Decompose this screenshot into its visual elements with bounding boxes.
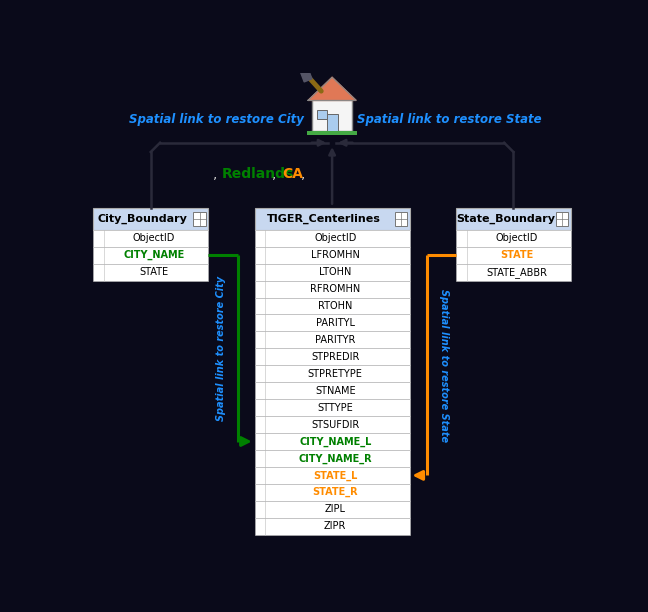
Text: Spatial link to restore City: Spatial link to restore City [216, 276, 226, 421]
Text: STPRETYPE: STPRETYPE [308, 369, 363, 379]
FancyBboxPatch shape [93, 208, 208, 230]
Text: ObjectID: ObjectID [495, 233, 538, 243]
Text: STTYPE: STTYPE [318, 403, 353, 412]
FancyBboxPatch shape [255, 484, 410, 501]
Text: STATE_ABBR: STATE_ABBR [486, 267, 547, 278]
FancyBboxPatch shape [456, 264, 571, 280]
Text: Spatial link to restore State: Spatial link to restore State [357, 113, 542, 126]
Text: STPREDIR: STPREDIR [311, 352, 360, 362]
Text: State_Boundary: State_Boundary [456, 214, 555, 224]
FancyBboxPatch shape [255, 230, 410, 247]
FancyBboxPatch shape [255, 399, 410, 416]
Text: RFROMHN: RFROMHN [310, 284, 360, 294]
Text: CITY_NAME: CITY_NAME [123, 250, 185, 260]
Text: CITY_NAME_L: CITY_NAME_L [299, 436, 371, 447]
FancyBboxPatch shape [255, 518, 410, 535]
FancyBboxPatch shape [255, 348, 410, 365]
FancyBboxPatch shape [456, 208, 571, 230]
Text: STATE_L: STATE_L [313, 470, 358, 480]
FancyBboxPatch shape [255, 208, 410, 230]
Text: City_Boundary: City_Boundary [98, 214, 187, 224]
FancyBboxPatch shape [93, 247, 208, 264]
Polygon shape [308, 77, 356, 100]
Text: ZIPR: ZIPR [324, 521, 347, 531]
Text: PARITYR: PARITYR [315, 335, 355, 345]
FancyBboxPatch shape [255, 264, 410, 280]
Text: ZIPL: ZIPL [325, 504, 345, 514]
Text: STATE_R: STATE_R [312, 487, 358, 498]
FancyBboxPatch shape [395, 212, 408, 226]
FancyBboxPatch shape [456, 230, 571, 247]
FancyBboxPatch shape [255, 247, 410, 264]
FancyBboxPatch shape [255, 297, 410, 315]
Text: LTOHN: LTOHN [319, 267, 351, 277]
Text: ,: , [272, 166, 281, 181]
Text: Spatial link to restore State: Spatial link to restore State [439, 289, 448, 442]
FancyBboxPatch shape [255, 365, 410, 382]
FancyBboxPatch shape [255, 416, 410, 433]
Text: Spatial link to restore City: Spatial link to restore City [129, 113, 304, 126]
FancyBboxPatch shape [456, 247, 571, 264]
Text: STSUFDIR: STSUFDIR [311, 420, 360, 430]
Text: STNAME: STNAME [315, 386, 356, 396]
Text: CITY_NAME_R: CITY_NAME_R [298, 453, 372, 463]
Text: TIGER_Centerlines: TIGER_Centerlines [267, 214, 381, 224]
FancyBboxPatch shape [93, 230, 208, 247]
Text: PARITYL: PARITYL [316, 318, 354, 328]
FancyBboxPatch shape [93, 264, 208, 280]
FancyBboxPatch shape [307, 131, 357, 135]
Text: STATE: STATE [139, 267, 168, 277]
Text: Redlands: Redlands [222, 166, 294, 181]
Text: ObjectID: ObjectID [133, 233, 175, 243]
Text: ObjectID: ObjectID [314, 233, 356, 243]
FancyBboxPatch shape [327, 114, 338, 131]
Polygon shape [299, 67, 312, 82]
FancyBboxPatch shape [255, 501, 410, 518]
Text: RTOHN: RTOHN [318, 301, 353, 311]
FancyBboxPatch shape [556, 212, 568, 226]
FancyBboxPatch shape [255, 331, 410, 348]
Text: ,: , [301, 166, 305, 181]
FancyBboxPatch shape [255, 450, 410, 467]
FancyBboxPatch shape [255, 433, 410, 450]
FancyBboxPatch shape [255, 280, 410, 297]
FancyBboxPatch shape [255, 382, 410, 399]
Text: CA: CA [283, 166, 303, 181]
Text: ,: , [213, 166, 222, 181]
FancyBboxPatch shape [312, 100, 353, 131]
Text: LFROMHN: LFROMHN [311, 250, 360, 260]
FancyBboxPatch shape [255, 315, 410, 331]
FancyBboxPatch shape [255, 467, 410, 484]
Text: STATE: STATE [500, 250, 533, 260]
FancyBboxPatch shape [193, 212, 206, 226]
FancyBboxPatch shape [317, 110, 327, 119]
